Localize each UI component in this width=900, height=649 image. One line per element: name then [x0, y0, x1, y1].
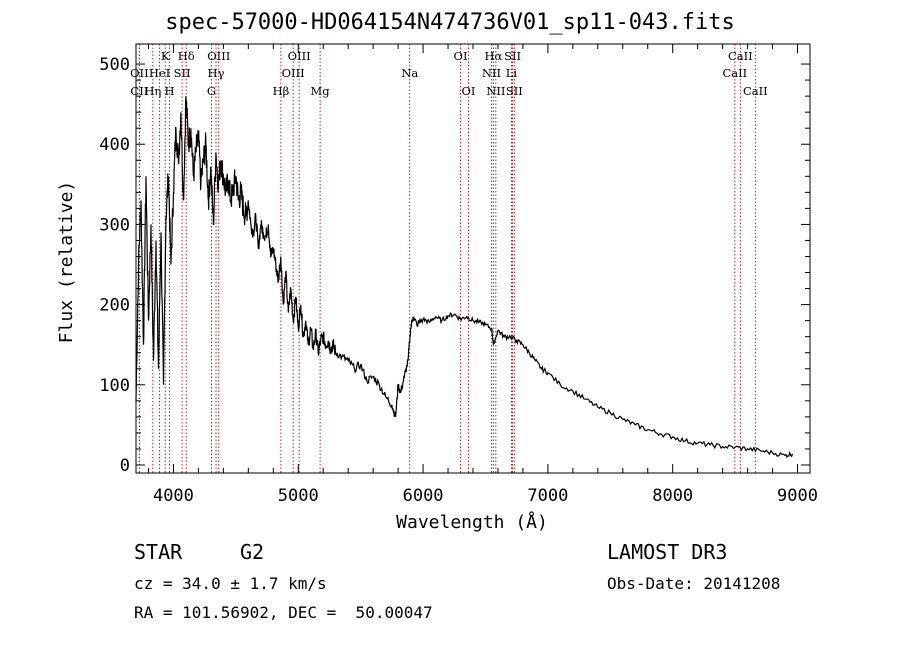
line-label-14: Mg: [311, 84, 331, 98]
y-tick-label-0: 0: [120, 456, 130, 476]
y-tick-label-2: 200: [99, 296, 130, 316]
x-tick-label-0: 4000: [153, 486, 194, 506]
spectral-line-markers: [138, 44, 756, 473]
x-tick-label-1: 5000: [278, 486, 319, 506]
plot-frame: [135, 43, 811, 474]
line-label-16: OI: [454, 49, 468, 63]
y-tick-label-4: 400: [99, 135, 130, 155]
line-label-17: OI: [462, 84, 476, 98]
line-label-26: CaII: [743, 84, 768, 98]
line-label-22: Li: [506, 66, 518, 80]
x-tick-label-4: 8000: [652, 486, 693, 506]
line-label-2: Hγ: [208, 66, 225, 80]
line-label-6: CII: [130, 84, 148, 98]
line-label-25: CaII: [722, 66, 747, 80]
object-class: STAR: [134, 540, 183, 564]
y-tick-label-3: 300: [99, 215, 130, 235]
x-axis-label: Wavelength (Å): [396, 511, 548, 533]
observation-date: Obs-Date: 20141208: [607, 574, 781, 593]
y-tick-label-1: 100: [99, 376, 130, 396]
line-label-21: SII: [504, 49, 521, 63]
line-label-20: NII: [486, 84, 505, 98]
line-label-5: SII: [174, 66, 191, 80]
line-label-23: SII: [506, 84, 523, 98]
x-tick-label-3: 7000: [527, 486, 568, 506]
coordinates: RA = 101.56902, DEC = 50.00047: [134, 603, 433, 622]
line-label-9: OIII: [207, 49, 230, 63]
line-label-8: H: [165, 84, 175, 98]
x-tick-label-5: 9000: [777, 486, 818, 506]
survey-name: LAMOST DR3: [607, 540, 728, 564]
x-axis-ticks: 4000 5000 6000 7000 8000 9000: [147, 44, 818, 506]
line-label-19: NII: [482, 66, 501, 80]
line-label-0: Hδ: [178, 49, 195, 63]
line-label-24: CaII: [728, 49, 753, 63]
line-label-15: Na: [401, 66, 418, 80]
line-label-12: OIII: [288, 49, 311, 63]
chart-title: spec-57000-HD064154N474736V01_sp11-043.f…: [165, 10, 735, 35]
y-axis-ticks: 0 100 200 300 400 500: [99, 55, 810, 476]
redshift-velocity: cz = 34.0 ± 1.7 km/s: [134, 574, 327, 593]
line-label-11: Hβ: [273, 84, 290, 98]
y-tick-label-5: 500: [99, 55, 130, 75]
line-label-18: Hα: [484, 49, 502, 63]
line-label-7: Hη: [144, 84, 161, 98]
line-label-4: HeI: [149, 66, 170, 80]
y-axis-label: Flux (relative): [56, 181, 77, 344]
line-label-3: OII: [130, 66, 149, 80]
line-label-1: K: [161, 49, 170, 63]
line-label-10: G: [207, 84, 216, 98]
object-subclass: G2: [240, 540, 265, 564]
spectrum-line: [135, 96, 794, 459]
x-tick-label-2: 6000: [403, 486, 444, 506]
line-label-13: OIII: [282, 66, 305, 80]
